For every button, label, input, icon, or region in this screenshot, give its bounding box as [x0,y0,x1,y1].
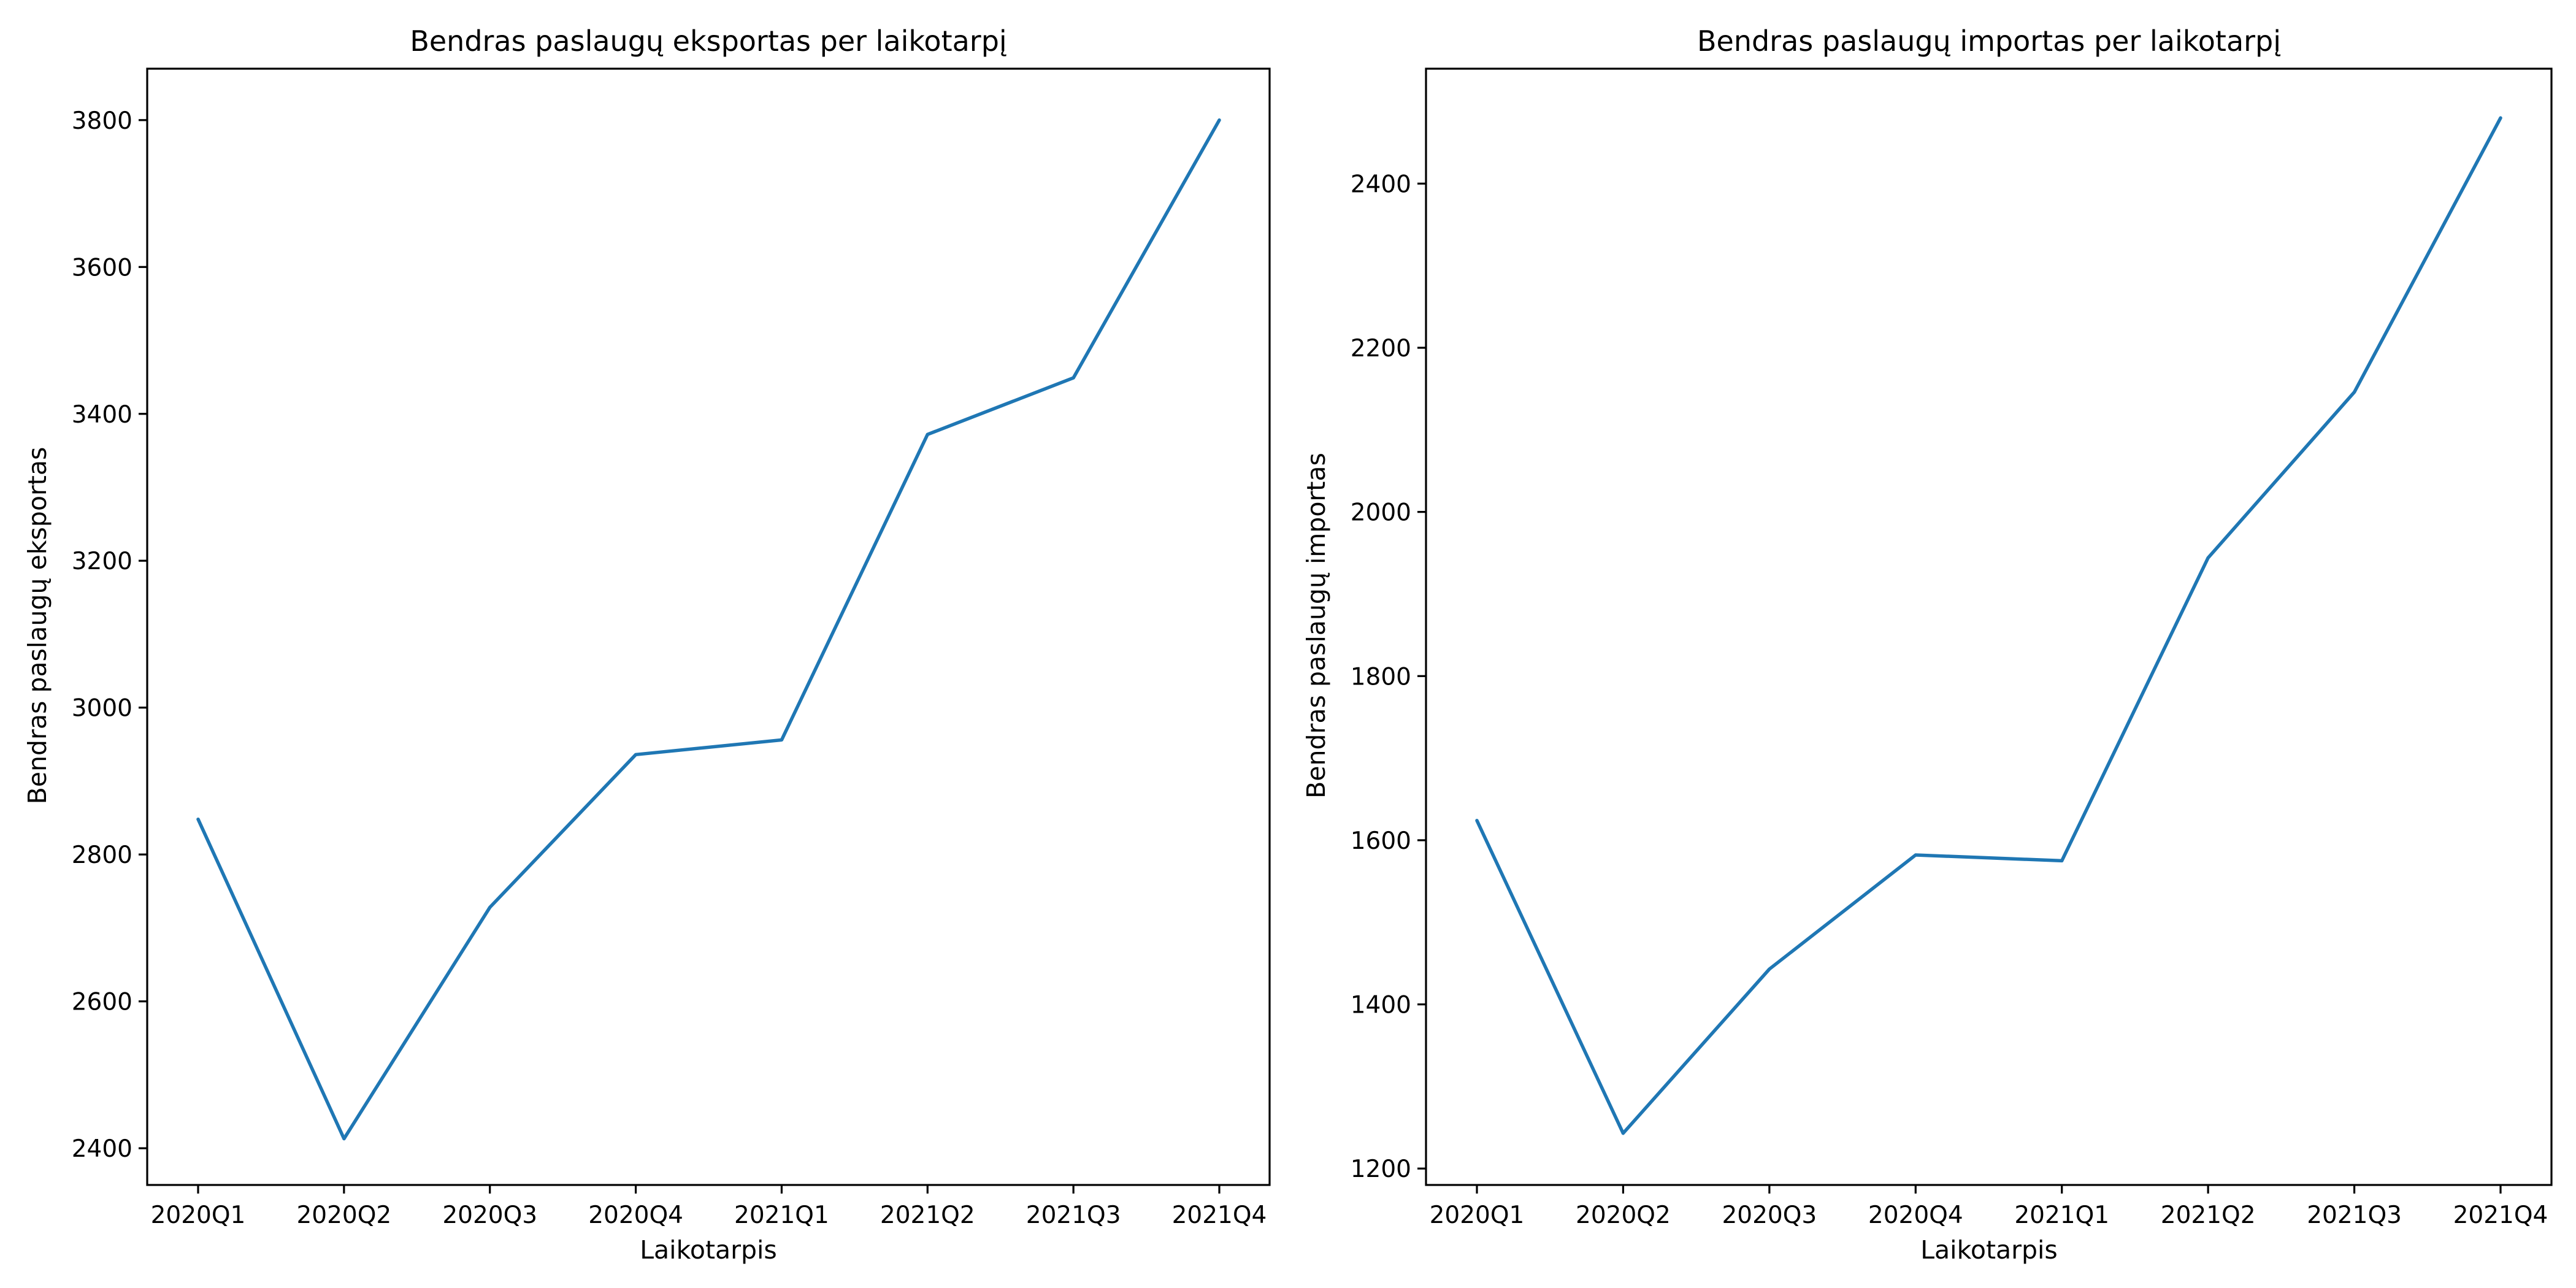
x-tick-label: 2020Q4 [1868,1202,1963,1229]
x-tick-label: 2021Q4 [1172,1202,1267,1229]
y-axis-label: Bendras paslaugų eksportas [23,447,52,805]
x-ticks: 2020Q1 2020Q2 2020Q3 2020Q4 2021Q1 2021Q2 2021… [151,1185,1267,1229]
x-tick-label: 2020Q2 [296,1202,391,1229]
x-tick-label: 2021Q3 [2307,1202,2402,1229]
y-tick-label: 1600 [1351,827,1411,855]
x-tick-label: 2020Q3 [1722,1202,1817,1229]
plot-frame [1425,67,2553,1186]
y-tick-label: 2000 [1351,499,1411,527]
x-tick-label: 2020Q1 [151,1202,246,1229]
x-tick-label: 2021Q3 [1026,1202,1121,1229]
y-tick-label: 1400 [1351,992,1411,1019]
y-tick-label: 2200 [1351,335,1411,362]
chart-imports: Bendras paslaugų importas per laikotarpį… [1301,25,2553,1265]
chart-title: Bendras paslaugų eksportas per laikotarp… [410,25,1006,58]
y-ticks: 2400 2600 2800 3000 3200 3400 3600 3800 [72,107,147,1163]
x-axis-label: Laikotarpis [1920,1235,2058,1265]
x-tick-label: 2020Q3 [442,1202,537,1229]
x-ticks: 2020Q1 2020Q2 2020Q3 2020Q4 2021Q1 2021Q2 2021… [1430,1185,2548,1229]
y-tick-label: 3800 [72,107,132,135]
x-tick-label: 2021Q2 [2161,1202,2256,1229]
y-tick-label: 1200 [1351,1156,1411,1183]
y-tick-label: 3400 [72,401,132,429]
y-tick-label: 3600 [72,254,132,282]
y-tick-label: 2400 [1351,171,1411,198]
x-tick-label: 2020Q4 [588,1202,683,1229]
y-tick-label: 2800 [72,841,132,869]
y-tick-label: 3000 [72,695,132,723]
x-tick-label: 2020Q2 [1576,1202,1671,1229]
y-tick-label: 2600 [72,989,132,1016]
x-tick-label: 2021Q2 [880,1202,975,1229]
y-tick-label: 2400 [72,1135,132,1163]
y-axis-label: Bendras paslaugų importas [1301,453,1331,799]
x-tick-label: 2020Q1 [1430,1202,1525,1229]
series-line [196,118,1221,1141]
x-axis-label: Laikotarpis [640,1235,777,1265]
y-tick-label: 1800 [1351,663,1411,691]
y-tick-label: 3200 [72,548,132,575]
x-tick-label: 2021Q4 [2453,1202,2548,1229]
y-ticks: 1200 1400 1600 1800 2000 2200 2400 [1351,171,1426,1183]
chart-title: Bendras paslaugų importas per laikotarpį [1697,25,2281,58]
plot-frame [146,67,1271,1186]
series-line [1475,116,2502,1135]
x-tick-label: 2021Q1 [734,1202,829,1229]
chart-exports: Bendras paslaugų eksportas per laikotarp… [23,25,1271,1265]
x-tick-label: 2021Q1 [2014,1202,2109,1229]
